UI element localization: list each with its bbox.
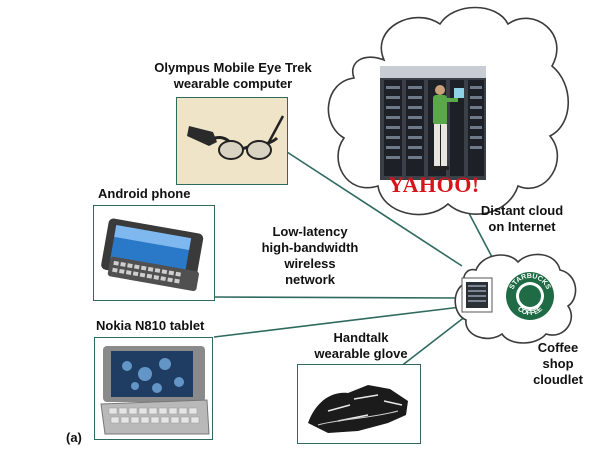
cloud-label: Distant cloud on Internet: [466, 203, 578, 235]
connector-android: [213, 296, 459, 299]
cloudlet-label: Coffee shop cloudlet: [524, 340, 592, 388]
datacenter-image: [380, 66, 486, 180]
eyetrek-label-line1: Olympus Mobile Eye Trek: [154, 60, 312, 75]
android-label-text: Android phone: [98, 186, 191, 201]
starbucks-bottom-text: COFFEE: [516, 305, 544, 317]
network-label-line1: Low-latency: [272, 224, 348, 239]
network-label-line4: network: [285, 272, 335, 287]
android-phone-image: [93, 205, 215, 301]
network-label: Low-latency high-bandwidth wireless netw…: [240, 224, 380, 288]
connector-glove: [399, 315, 467, 368]
figure-tag: (a): [66, 430, 96, 446]
nokia-tablet-image: [94, 337, 213, 440]
eyetrek-label-line2: wearable computer: [173, 76, 293, 91]
connector-eyetrek: [286, 151, 463, 267]
glove-label-line1: Handtalk: [333, 330, 389, 345]
cloud-label-line2: on Internet: [488, 219, 556, 234]
cloudlet-cloud: STARBUCKS COFFEE: [454, 253, 577, 344]
eyetrek-image: [176, 97, 288, 185]
cloudlet-label-line1: Coffee: [537, 340, 579, 355]
cloudlet-label-line2: shop: [542, 356, 574, 371]
glove-label-line2: wearable glove: [314, 346, 408, 361]
yahoo-logo: YAHOO!: [388, 172, 479, 197]
nokia-label-text: Nokia N810 tablet: [96, 318, 205, 333]
cloud-label-line1: Distant cloud: [480, 203, 564, 218]
glove-image: [297, 364, 421, 444]
cloudlet-label-line3: cloudlet: [533, 372, 583, 387]
connector-nokia: [213, 306, 462, 338]
yahoo-logo-text: YAHOO!: [388, 172, 479, 197]
network-label-line3: wireless: [284, 256, 336, 271]
svg-text:COFFEE: COFFEE: [516, 305, 544, 317]
network-label-line2: high-bandwidth: [261, 240, 359, 255]
figure-tag-text: (a): [66, 430, 82, 445]
starbucks-logo: STARBUCKS COFFEE: [506, 272, 554, 320]
glove-label: Handtalk wearable glove: [296, 330, 426, 362]
android-label: Android phone: [98, 186, 218, 202]
nokia-label: Nokia N810 tablet: [96, 318, 236, 334]
eyetrek-label: Olympus Mobile Eye Trek wearable compute…: [140, 60, 326, 92]
